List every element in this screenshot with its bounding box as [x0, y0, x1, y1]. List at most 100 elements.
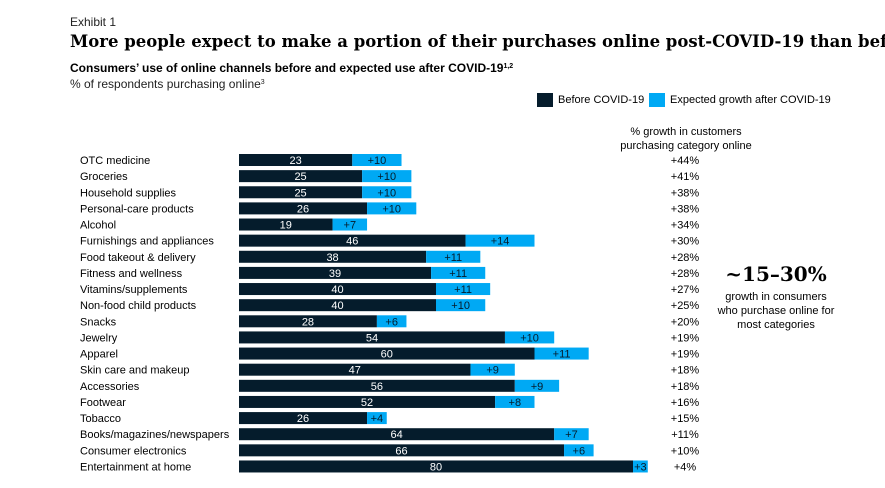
bar-growth-label: +10 — [377, 171, 396, 183]
bar-growth-label: +10 — [377, 187, 396, 199]
category-label: Non-food child products — [80, 300, 197, 312]
legend-label-growth: Expected growth after COVID-19 — [670, 94, 831, 106]
bar-before-label: 46 — [346, 236, 358, 248]
bar-growth — [362, 186, 412, 199]
bar-before-covid — [239, 299, 436, 312]
bar-before-label: 54 — [366, 332, 378, 344]
bar-before-covid — [239, 234, 466, 247]
growth-pct-label: +41% — [671, 171, 700, 183]
bar-before-covid — [239, 186, 363, 199]
bar-before-covid — [239, 154, 353, 166]
category-label: Jewelry — [80, 332, 118, 344]
bar-growth — [504, 331, 555, 344]
bar-growth — [436, 283, 491, 296]
bar-before-covid — [239, 363, 471, 376]
bar-growth — [352, 154, 402, 166]
bar-growth-label: +8 — [509, 397, 522, 409]
unit-footnote: 3 — [260, 79, 265, 86]
bar-growth — [367, 202, 417, 215]
bar-growth-label: +4 — [371, 413, 384, 425]
growth-pct-label: +27% — [671, 284, 700, 296]
bar-before-covid — [239, 331, 505, 344]
bar-before-covid — [239, 412, 368, 425]
bar-before-label: 52 — [361, 397, 373, 409]
growth-pct-label: +19% — [671, 349, 700, 361]
bar-growth-label: +9 — [486, 365, 499, 377]
growth-pct-label: +28% — [671, 268, 700, 280]
category-label: Books/magazines/newspapers — [80, 429, 230, 441]
bar-before-covid — [239, 283, 436, 296]
bar-growth — [362, 170, 412, 183]
chart-title: More people expect to make a portion of … — [70, 32, 885, 51]
bar-before-covid — [239, 347, 535, 360]
legend-item-growth: Expected growth after COVID-19 — [649, 93, 831, 107]
category-label: Snacks — [80, 316, 117, 328]
bar-growth — [495, 395, 535, 408]
category-label: Alcohol — [80, 220, 116, 232]
growth-pct-label: +20% — [671, 316, 700, 328]
category-label: Furnishings and appliances — [80, 236, 214, 248]
growth-pct-label: +10% — [671, 445, 700, 457]
growth-pct-label: +30% — [671, 236, 700, 248]
bar-growth-label: +3 — [634, 461, 647, 473]
bar-growth-label: +11 — [449, 268, 467, 280]
bar-before-label: 25 — [294, 171, 306, 183]
bar-growth-label: +11 — [553, 349, 571, 361]
bar-before-label: 28 — [302, 316, 314, 328]
legend-swatch-growth — [649, 93, 665, 107]
growth-pct-label: +38% — [671, 203, 700, 215]
bar-growth — [465, 234, 535, 247]
bar-before-label: 23 — [290, 155, 302, 167]
bar-before-label: 26 — [297, 413, 309, 425]
callout-headline: ~15–30% — [725, 262, 827, 286]
bar-growth-label: +9 — [531, 381, 544, 393]
bar-growth — [367, 412, 387, 425]
bar-before-covid — [239, 444, 565, 457]
bar-growth-label: +10 — [368, 155, 387, 167]
growth-pct-label: +11% — [671, 429, 699, 441]
bar-growth-label: +6 — [573, 445, 586, 457]
growth-column-header: % growth in customers purchasing categor… — [620, 126, 752, 152]
growth-pct-label: +18% — [671, 365, 700, 377]
bar-before-covid — [239, 315, 377, 328]
growth-pct-label: +19% — [671, 332, 700, 344]
bar-growth-label: +7 — [565, 429, 578, 441]
bar-growth — [633, 460, 648, 473]
bar-before-covid — [239, 395, 496, 408]
bar-before-covid — [239, 170, 363, 183]
bar-before-label: 40 — [331, 300, 343, 312]
category-label: Apparel — [80, 349, 118, 361]
bar-before-label: 25 — [294, 187, 306, 199]
subtitle-text: Consumers’ use of online channels before… — [70, 61, 504, 75]
bar-growth — [376, 315, 407, 328]
category-label: Tobacco — [80, 413, 121, 425]
bar-growth-label: +7 — [344, 220, 357, 232]
bar-growth-label: +14 — [491, 236, 510, 248]
category-label: Accessories — [80, 381, 140, 393]
bar-before-label: 26 — [297, 203, 309, 215]
category-label: Skin care and makeup — [80, 365, 189, 377]
bar-growth — [431, 266, 486, 279]
legend-item-before: Before COVID-19 — [537, 93, 644, 107]
category-label: Footwear — [80, 397, 126, 409]
bar-before-covid — [239, 250, 427, 263]
growth-pct-label: +18% — [671, 381, 700, 393]
bar-growth-label: +6 — [385, 316, 398, 328]
growth-pct-label: +25% — [671, 300, 700, 312]
bar-growth — [470, 363, 515, 376]
bar-growth-label: +11 — [444, 252, 462, 264]
bar-growth-label: +10 — [520, 332, 539, 344]
growth-pct-label: +28% — [671, 252, 700, 264]
bar-before-label: 64 — [390, 429, 402, 441]
bar-growth-label: +10 — [451, 300, 470, 312]
growth-pct-label: +4% — [674, 461, 697, 473]
bar-before-label: 40 — [331, 284, 343, 296]
bar-growth — [564, 444, 594, 457]
callout-text: growth in consumers who purchase online … — [717, 291, 835, 331]
category-label: Groceries — [80, 171, 128, 183]
bar-before-label: 56 — [371, 381, 383, 393]
bar-growth — [436, 299, 486, 312]
category-label: Fitness and wellness — [80, 268, 183, 280]
growth-pct-label: +44% — [671, 155, 700, 167]
